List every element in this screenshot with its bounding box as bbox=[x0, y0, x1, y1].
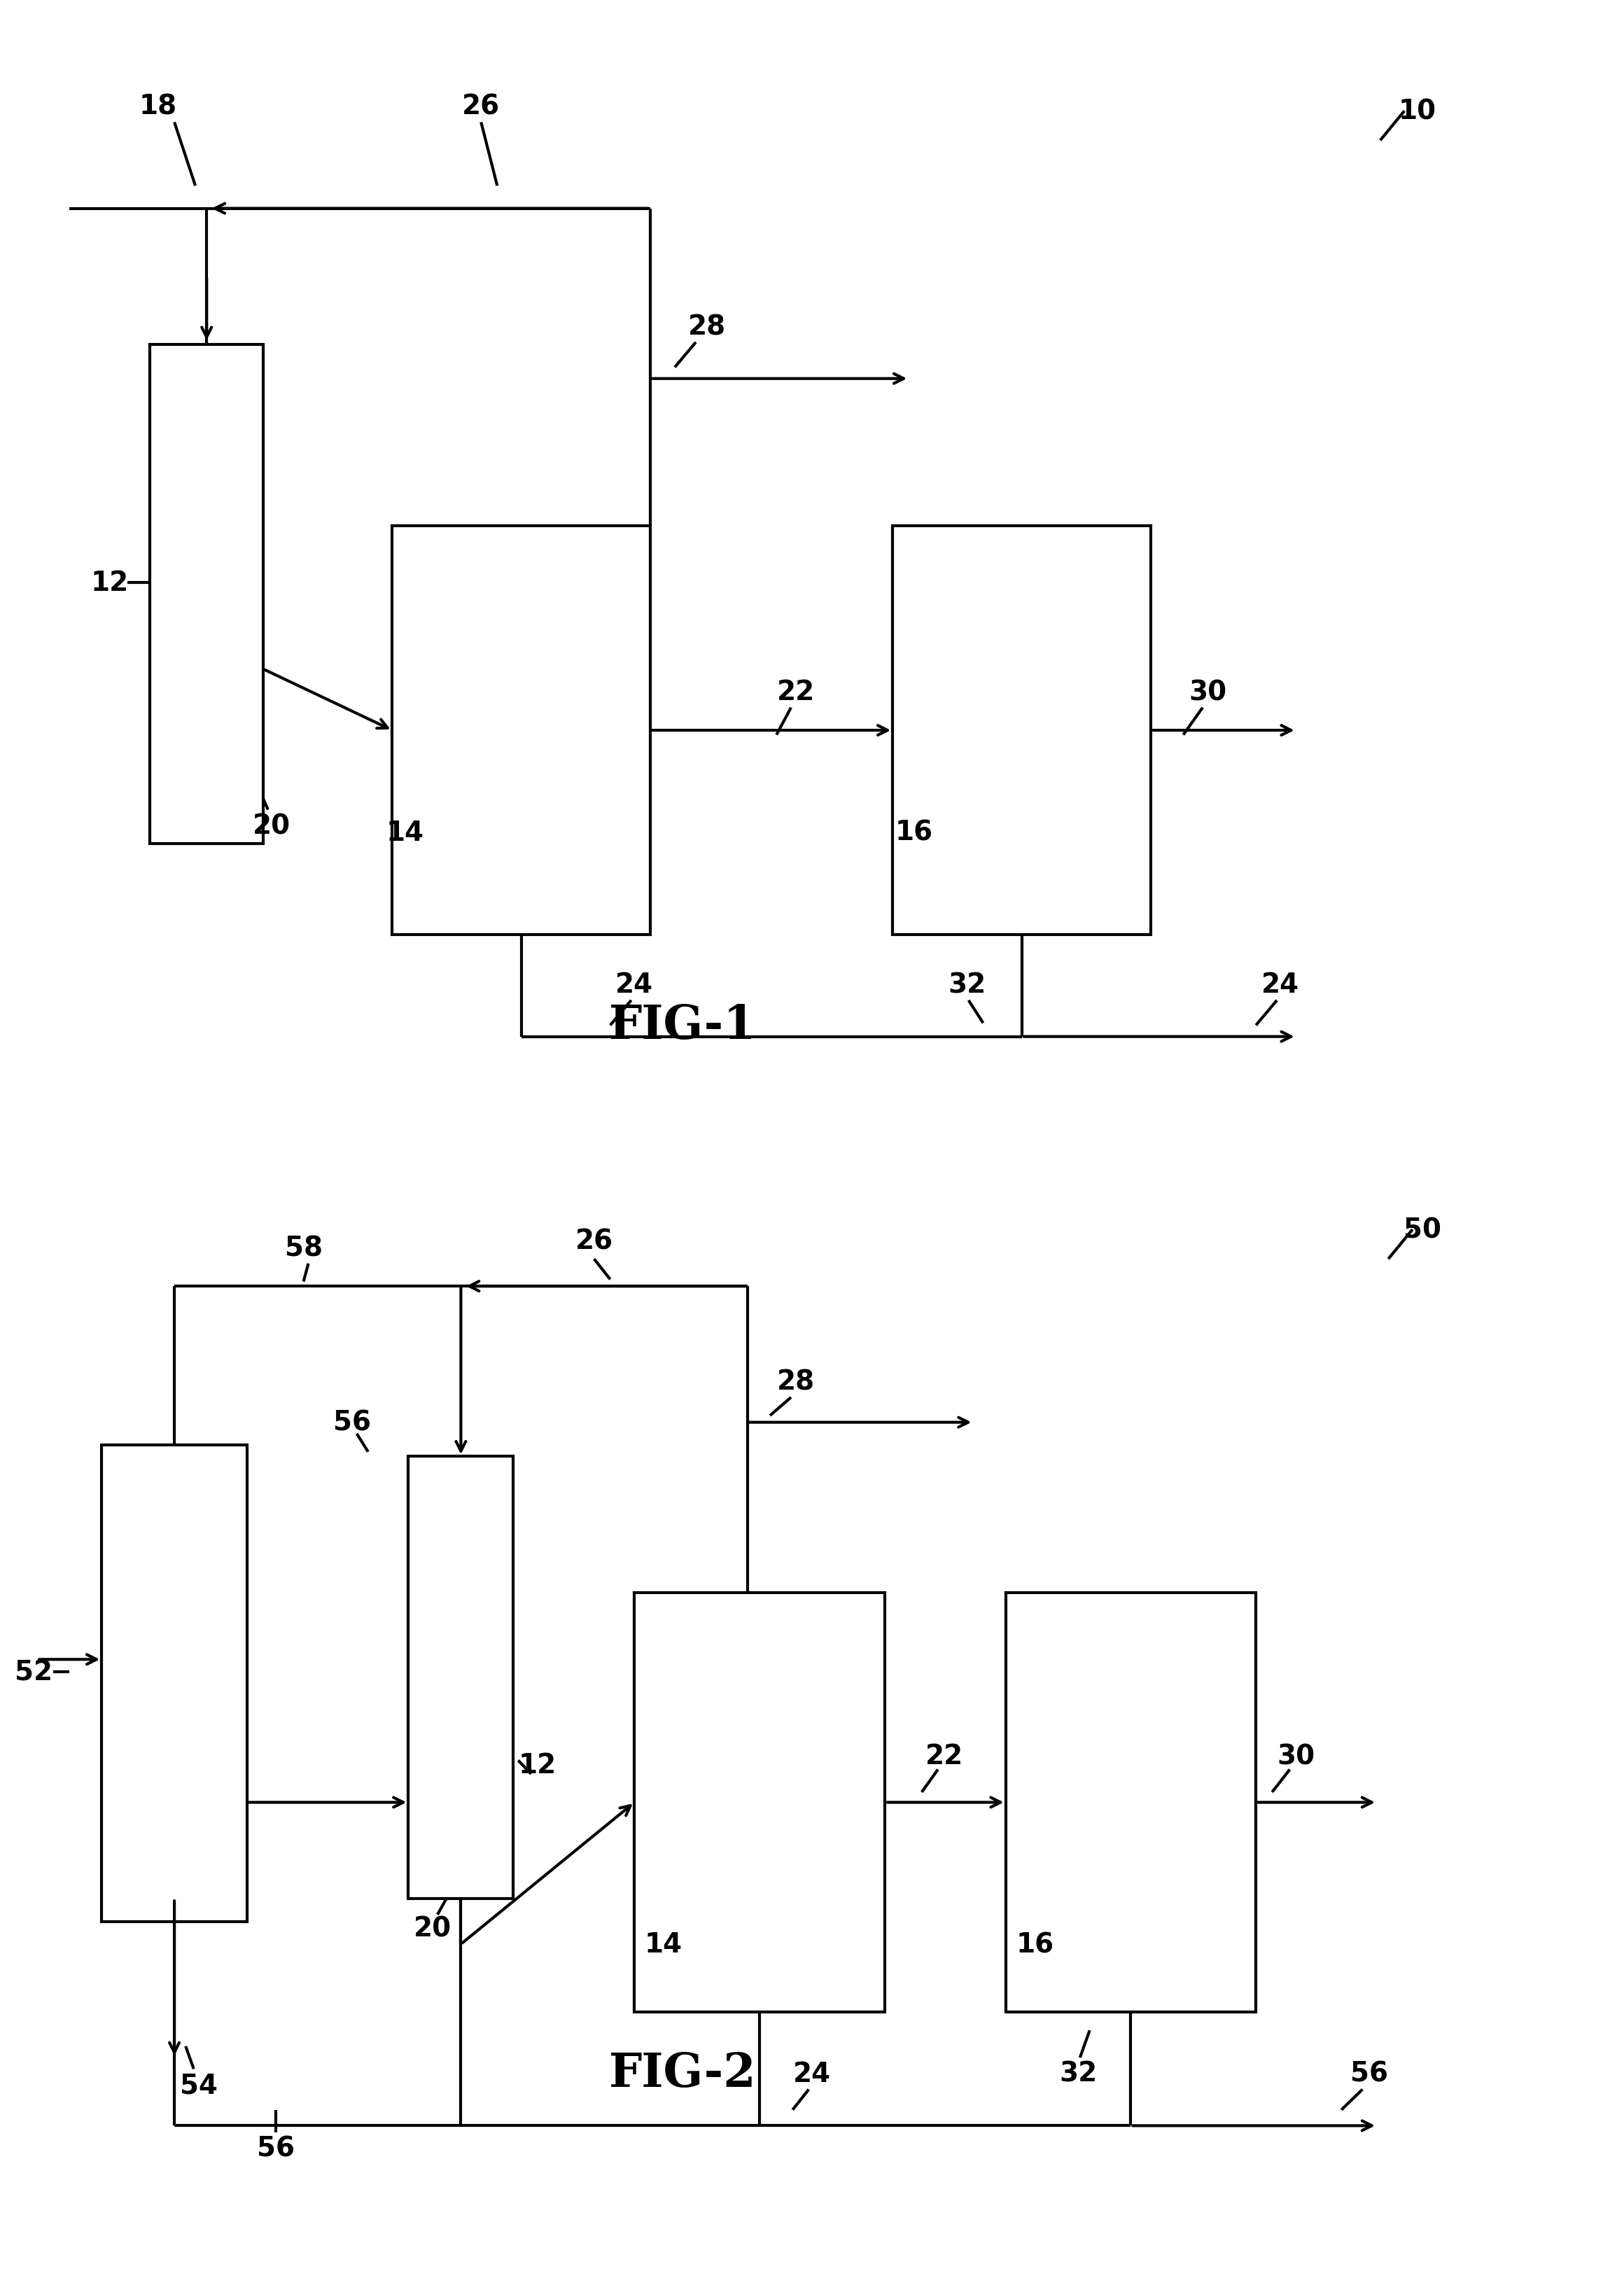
Text: 24: 24 bbox=[615, 970, 653, 998]
Text: 10: 10 bbox=[1398, 98, 1436, 125]
Bar bbox=[102, 1444, 247, 1923]
Text: 12: 12 bbox=[91, 570, 128, 597]
Text: 32: 32 bbox=[1059, 2059, 1098, 2087]
Text: 32: 32 bbox=[948, 970, 986, 998]
Text: 18: 18 bbox=[140, 93, 177, 121]
Text: 28: 28 bbox=[689, 314, 726, 339]
Text: 30: 30 bbox=[1278, 1743, 1315, 1770]
Text: 26: 26 bbox=[575, 1228, 612, 1255]
Text: FIG-1: FIG-1 bbox=[609, 1002, 757, 1048]
Text: 56: 56 bbox=[1350, 2059, 1389, 2087]
Text: 54: 54 bbox=[180, 2071, 218, 2098]
Text: 24: 24 bbox=[1262, 970, 1299, 998]
Text: 50: 50 bbox=[1403, 1216, 1440, 1244]
Text: 22: 22 bbox=[926, 1743, 963, 1770]
Text: 28: 28 bbox=[776, 1369, 815, 1394]
Bar bbox=[1005, 1592, 1255, 2011]
Bar bbox=[393, 526, 651, 934]
Bar bbox=[408, 1456, 513, 1900]
Text: 12: 12 bbox=[518, 1752, 557, 1779]
Text: 52: 52 bbox=[15, 1658, 54, 1686]
Text: 20: 20 bbox=[414, 1916, 451, 1941]
Text: 56: 56 bbox=[333, 1410, 370, 1435]
Text: 30: 30 bbox=[1189, 679, 1226, 706]
Text: 16: 16 bbox=[1017, 1932, 1054, 1957]
Text: 24: 24 bbox=[793, 2059, 831, 2087]
Text: FIG-2: FIG-2 bbox=[609, 2050, 757, 2096]
Text: 20: 20 bbox=[252, 813, 291, 838]
Bar bbox=[893, 526, 1151, 934]
Text: 22: 22 bbox=[776, 679, 815, 706]
Text: 16: 16 bbox=[895, 820, 932, 845]
Text: 14: 14 bbox=[645, 1932, 682, 1957]
Text: 14: 14 bbox=[387, 820, 424, 845]
Text: 56: 56 bbox=[257, 2134, 296, 2162]
Text: 26: 26 bbox=[463, 93, 500, 121]
Text: 58: 58 bbox=[284, 1235, 323, 1262]
Bar bbox=[635, 1592, 885, 2011]
Bar bbox=[149, 344, 263, 845]
